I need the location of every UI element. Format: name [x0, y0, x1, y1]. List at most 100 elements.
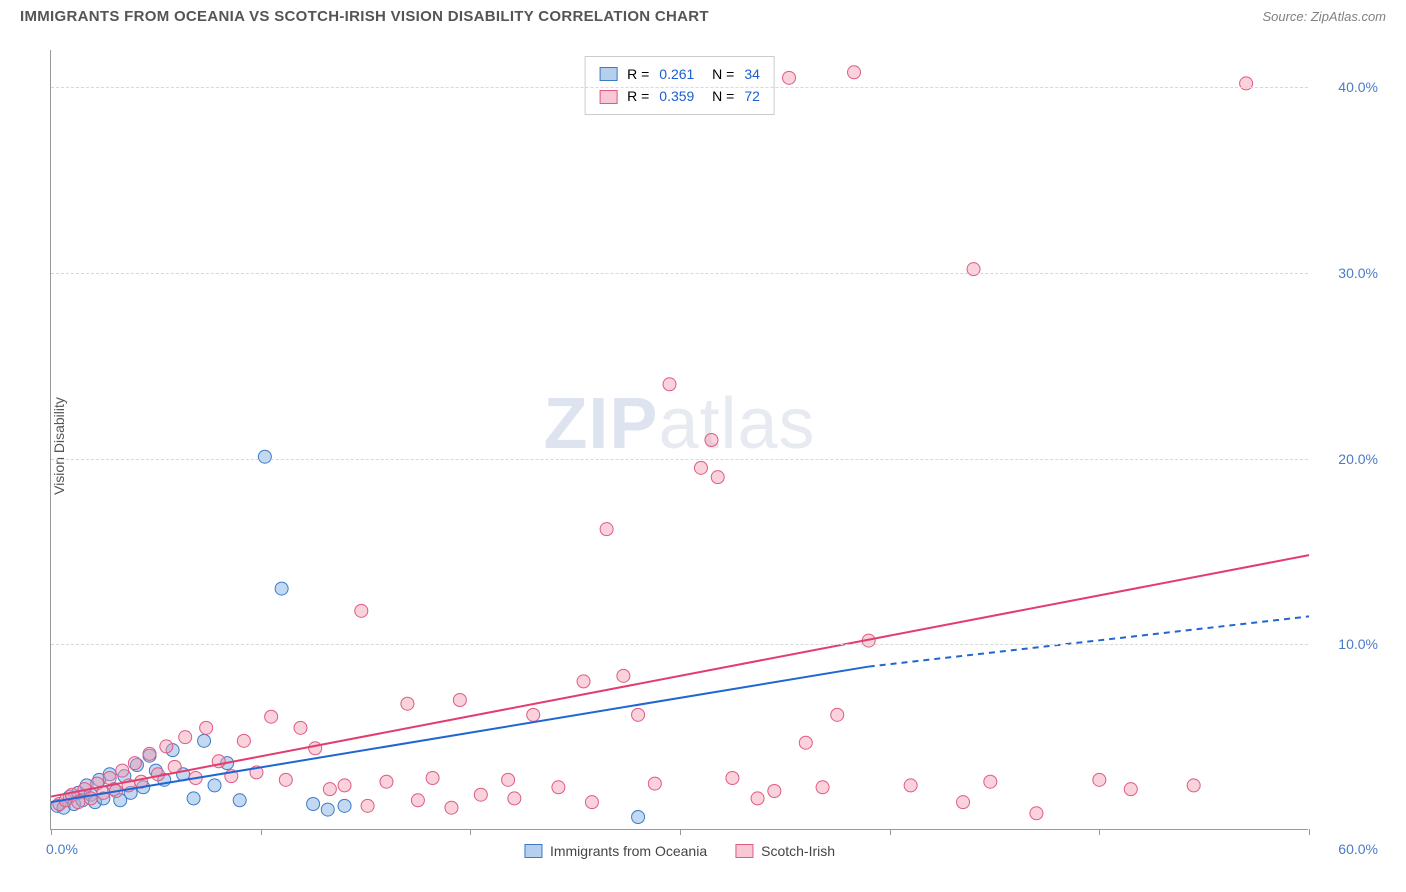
trend-line-extrapolated: [869, 616, 1309, 666]
trend-line: [51, 667, 869, 803]
data-point: [103, 772, 116, 785]
data-point: [179, 731, 192, 744]
legend-item-0: Immigrants from Oceania: [524, 843, 707, 859]
data-point: [984, 775, 997, 788]
data-point: [116, 764, 129, 777]
x-tick: [680, 829, 681, 835]
data-point: [200, 721, 213, 734]
grid-line-h: [51, 273, 1308, 274]
data-point: [726, 772, 739, 785]
data-point: [380, 775, 393, 788]
data-point: [233, 794, 246, 807]
data-point: [1187, 779, 1200, 792]
legend-n-label-0: N =: [704, 63, 734, 85]
data-point: [783, 71, 796, 84]
data-point: [323, 783, 336, 796]
legend-r-value-1: 0.359: [659, 85, 694, 107]
chart-plot-area: ZIPatlas R = 0.261 N = 34 R = 0.359 N = …: [50, 50, 1308, 830]
legend-bottom-swatch-1: [735, 844, 753, 858]
data-point: [208, 779, 221, 792]
data-point: [816, 781, 829, 794]
data-point: [799, 736, 812, 749]
data-point: [338, 779, 351, 792]
data-point: [307, 798, 320, 811]
data-point: [160, 740, 173, 753]
x-tick-label-last: 60.0%: [1318, 841, 1378, 857]
data-point: [411, 794, 424, 807]
data-point: [275, 582, 288, 595]
legend-bottom-swatch-0: [524, 844, 542, 858]
data-point: [128, 757, 141, 770]
chart-header: IMMIGRANTS FROM OCEANIA VS SCOTCH-IRISH …: [0, 0, 1406, 29]
data-point: [502, 773, 515, 786]
data-point: [831, 708, 844, 721]
legend-r-value-0: 0.261: [659, 63, 694, 85]
x-tick: [890, 829, 891, 835]
data-point: [445, 801, 458, 814]
grid-line-h: [51, 459, 1308, 460]
data-point: [585, 796, 598, 809]
data-point: [694, 461, 707, 474]
data-point: [577, 675, 590, 688]
grid-line-h: [51, 644, 1308, 645]
x-tick: [1309, 829, 1310, 835]
data-point: [632, 708, 645, 721]
y-tick-label: 20.0%: [1318, 451, 1378, 467]
data-point: [143, 747, 156, 760]
data-point: [321, 803, 334, 816]
x-tick-label-first: 0.0%: [46, 841, 78, 857]
x-tick: [261, 829, 262, 835]
x-tick: [51, 829, 52, 835]
legend-row-series-0: R = 0.261 N = 34: [599, 63, 760, 85]
data-point: [848, 66, 861, 79]
legend-r-label-1: R =: [627, 85, 649, 107]
scatter-svg: [51, 50, 1308, 829]
legend-r-label-0: R =: [627, 63, 649, 85]
data-point: [453, 694, 466, 707]
data-point: [705, 434, 718, 447]
data-point: [617, 669, 630, 682]
data-point: [1124, 783, 1137, 796]
trend-line: [51, 555, 1309, 796]
data-point: [904, 779, 917, 792]
data-point: [355, 604, 368, 617]
y-tick-label: 10.0%: [1318, 636, 1378, 652]
data-point: [1093, 773, 1106, 786]
data-point: [648, 777, 661, 790]
legend-swatch-0: [599, 67, 617, 81]
y-tick-label: 30.0%: [1318, 265, 1378, 281]
x-tick: [1099, 829, 1100, 835]
legend-n-value-0: 34: [744, 63, 760, 85]
data-point: [1030, 807, 1043, 820]
data-point: [711, 471, 724, 484]
data-point: [294, 721, 307, 734]
data-point: [258, 450, 271, 463]
legend-series-names: Immigrants from Oceania Scotch-Irish: [524, 843, 835, 859]
legend-row-series-1: R = 0.359 N = 72: [599, 85, 760, 107]
legend-item-1: Scotch-Irish: [735, 843, 835, 859]
legend-n-label-1: N =: [704, 85, 734, 107]
legend-swatch-1: [599, 90, 617, 104]
data-point: [600, 523, 613, 536]
data-point: [552, 781, 565, 794]
data-point: [237, 734, 250, 747]
data-point: [527, 708, 540, 721]
chart-source: Source: ZipAtlas.com: [1262, 9, 1386, 24]
data-point: [309, 742, 322, 755]
grid-line-h: [51, 87, 1308, 88]
data-point: [426, 772, 439, 785]
data-point: [508, 792, 521, 805]
data-point: [265, 710, 278, 723]
legend-bottom-label-0: Immigrants from Oceania: [550, 843, 707, 859]
data-point: [768, 785, 781, 798]
legend-bottom-label-1: Scotch-Irish: [761, 843, 835, 859]
data-point: [187, 792, 200, 805]
data-point: [663, 378, 676, 391]
chart-title: IMMIGRANTS FROM OCEANIA VS SCOTCH-IRISH …: [20, 8, 709, 25]
y-tick-label: 40.0%: [1318, 79, 1378, 95]
data-point: [279, 773, 292, 786]
data-point: [957, 796, 970, 809]
data-point: [632, 811, 645, 824]
data-point: [198, 734, 211, 747]
legend-correlation-box: R = 0.261 N = 34 R = 0.359 N = 72: [584, 56, 775, 115]
